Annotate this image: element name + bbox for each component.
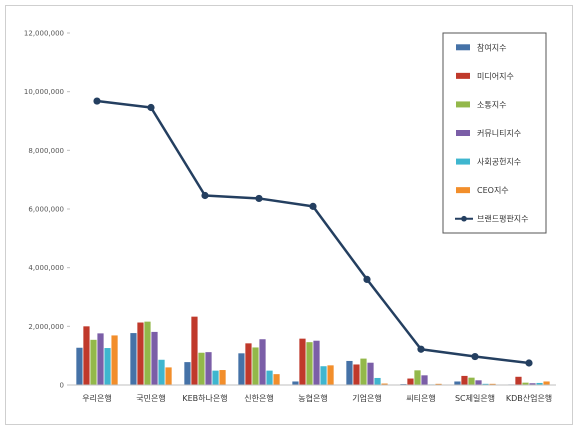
bar-marks (76, 316, 550, 385)
legend-label: 사회공헌지수 (477, 158, 521, 167)
bar (367, 362, 374, 385)
line-point (255, 194, 263, 203)
legend-swatch (456, 44, 470, 51)
bar (327, 365, 334, 385)
legend-label: 브랜드평판지수 (477, 214, 529, 224)
legend-swatch (456, 130, 470, 136)
y-axis: 0 2,000,000 4,000,000 6,000,000 8,000,000 10,… (24, 30, 70, 390)
bar (522, 382, 529, 385)
bar (219, 370, 226, 385)
line-series (93, 97, 533, 367)
x-tick-label: 국민은행 (136, 393, 165, 403)
bar (137, 322, 144, 385)
bar (292, 381, 299, 385)
bar (97, 333, 104, 385)
legend-label: 미디어지수 (477, 71, 514, 81)
y-tick-label: 8,000,000 (28, 147, 64, 155)
legend-label: 소통지수 (477, 100, 506, 109)
bar (414, 370, 421, 385)
bar (76, 347, 83, 385)
legend-swatch (456, 158, 470, 165)
bar (320, 366, 327, 385)
legend-box (442, 32, 547, 234)
bar (158, 359, 165, 385)
bar (165, 367, 172, 385)
bar (245, 343, 252, 385)
bar (468, 377, 475, 385)
bar (205, 352, 212, 385)
bar (212, 370, 219, 385)
legend-swatch (456, 72, 470, 79)
bar (299, 338, 306, 385)
bar (475, 380, 482, 385)
bar (543, 381, 550, 385)
chart-svg: 0 2,000,000 4,000,000 6,000,000 8,000,000 10,… (24, 30, 556, 403)
line-point (417, 345, 425, 353)
bar (111, 335, 118, 385)
y-tick-label: 6,000,000 (28, 206, 64, 214)
bar (360, 358, 367, 385)
bar (313, 340, 320, 385)
bar (353, 364, 360, 385)
bar (252, 347, 259, 385)
bar (273, 374, 280, 385)
y-tick-label: 12,000,000 (24, 30, 64, 38)
legend-label: 참여지수 (477, 42, 506, 52)
bar (259, 339, 266, 385)
bar (482, 383, 489, 385)
bar (198, 352, 205, 385)
line-point (93, 97, 101, 105)
bar (381, 383, 388, 385)
bar (407, 378, 414, 385)
legend-label: 커뮤니티지수 (477, 128, 521, 138)
x-tick-label: KEB하나은행 (182, 393, 227, 403)
bar (536, 382, 543, 385)
x-tick-label: 기업은행 (352, 393, 381, 403)
bar (238, 353, 245, 385)
line-point (147, 103, 155, 112)
bar (461, 375, 468, 385)
bar (529, 383, 536, 385)
bar (104, 348, 111, 385)
y-tick-label: 2,000,000 (28, 323, 64, 331)
bar (489, 383, 496, 385)
bar (421, 375, 428, 385)
line-point (471, 352, 479, 361)
x-axis: 우리은행 국민은행 KEB하나은행 신한은행 농협은행 기업은행 씨티은행 SC제일은행 KDB… (70, 384, 556, 403)
x-tick-label: SC제일은행 (455, 393, 495, 403)
bar (306, 342, 313, 385)
y-tick-label: 0 (60, 382, 64, 390)
y-tick-label: 10,000,000 (24, 88, 64, 96)
legend-swatch (456, 187, 470, 194)
bar (374, 377, 381, 385)
bar (90, 339, 97, 385)
line-point (309, 202, 317, 210)
x-tick-label: KDB산업은행 (506, 393, 552, 403)
bar (435, 383, 442, 385)
x-tick-label: 씨티은행 (406, 393, 435, 403)
bar (346, 360, 353, 385)
y-tick-label: 4,000,000 (28, 264, 64, 272)
x-tick-label: 우리은행 (82, 393, 111, 403)
bar (83, 326, 90, 385)
bar (266, 370, 273, 385)
bar (130, 333, 137, 385)
legend-line-marker (461, 215, 467, 222)
x-tick-label: 농협은행 (298, 393, 327, 403)
chart-frame: 0 2,000,000 4,000,000 6,000,000 8,000,000 10,… (5, 5, 573, 425)
bar (515, 376, 522, 385)
bar (454, 381, 461, 385)
line-point (525, 359, 533, 367)
line-point (363, 275, 371, 283)
legend-label: CEO지수 (477, 186, 509, 195)
bar (184, 362, 191, 385)
line-point (201, 191, 209, 200)
bar (144, 321, 151, 385)
bar (191, 316, 198, 385)
legend-swatch (456, 101, 470, 108)
bar (151, 331, 158, 385)
x-tick-label: 신한은행 (244, 393, 273, 403)
